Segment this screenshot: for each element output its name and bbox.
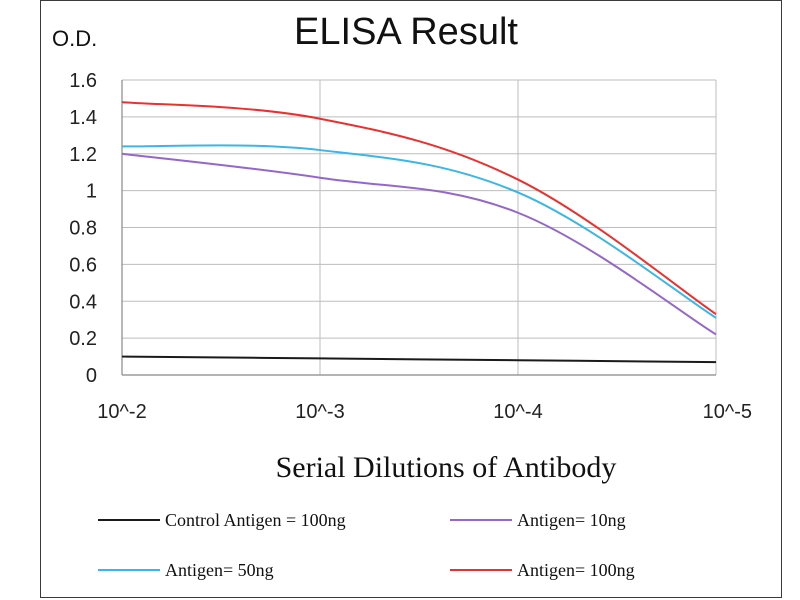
x-tick-labels: 10^-2 10^-3 10^-4 10^-5 (97, 401, 752, 423)
grid-layer (121, 79, 717, 376)
y-tick-label: 1.2 (69, 144, 97, 166)
x-axis-label: Serial Dilutions of Antibody (276, 451, 617, 484)
y-tick-labels: 0 0.2 0.4 0.6 0.8 1 1.2 1.4 1.6 (69, 70, 97, 387)
legend-label: Antigen= 50ng (165, 560, 274, 580)
legend-label: Control Antigen = 100ng (165, 510, 346, 530)
y-tick-label: 0.8 (69, 218, 97, 240)
y-axis-label: O.D. (52, 26, 97, 51)
y-tick-label: 1.4 (69, 107, 97, 129)
series-line (121, 355, 717, 364)
series-line (121, 152, 717, 336)
chart-title: ELISA Result (294, 11, 518, 53)
y-tick-label: 1 (86, 181, 97, 203)
series-layer (121, 101, 717, 364)
y-tick-label: 0.6 (69, 254, 97, 276)
legend-label: Antigen= 10ng (517, 510, 626, 530)
series-line (121, 101, 717, 315)
y-tick-label: 0.2 (69, 328, 97, 350)
chart-frame (40, 0, 782, 598)
y-tick-label: 0.4 (69, 291, 97, 313)
x-tick-label: 10^-3 (295, 401, 344, 423)
series-line (121, 144, 717, 319)
x-tick-label: 10^-2 (97, 401, 146, 423)
y-tick-label: 0 (86, 365, 97, 387)
legend-label: Antigen= 100ng (517, 560, 635, 580)
y-tick-label: 1.6 (69, 70, 97, 92)
legend: Control Antigen = 100ng Antigen= 10ng Anti… (98, 510, 635, 580)
x-tick-label: 10^-4 (493, 401, 542, 423)
x-tick-label: 10^-5 (703, 401, 752, 423)
